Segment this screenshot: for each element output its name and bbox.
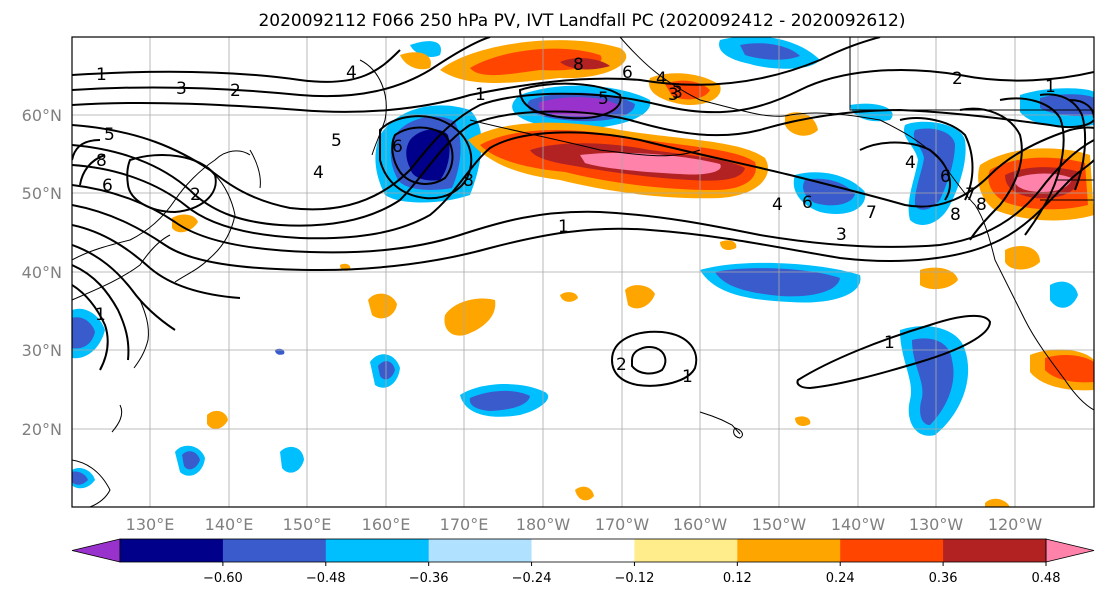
colorbar-tick-label: −0.36 — [409, 571, 449, 586]
contour-label: 2 — [616, 355, 627, 375]
contour-label: 3 — [672, 83, 683, 103]
colorbar-tick-label: 0.36 — [929, 571, 958, 586]
colorbar-tick-label: −0.48 — [306, 571, 346, 586]
colorbar-outline — [119, 538, 1047, 563]
lon-label: 160°W — [673, 515, 728, 534]
contour-label: 1 — [682, 367, 693, 387]
colorbar-swatch — [325, 539, 430, 562]
contour-label: 4 — [656, 69, 667, 89]
contour-label: 4 — [346, 63, 357, 83]
lon-labels: 130°E 140°E 150°E 160°E 170°E 180°W 170°… — [126, 515, 1043, 534]
contour-label: 6 — [940, 167, 951, 187]
contour-label: 1 — [558, 217, 569, 237]
colorbar-tick-label: 0.48 — [1032, 571, 1061, 586]
contour-label: 8 — [96, 151, 107, 171]
map-panel: 1 3 2 5 8 6 4 2 1 5 4 6 8 4 8 5 1 3 4 6 … — [72, 37, 1094, 507]
lon-label: 170°W — [595, 515, 650, 534]
colorbar-swatch — [634, 539, 738, 562]
colorbar-swatches — [71, 538, 1095, 563]
contour-label: 1 — [884, 333, 895, 353]
figure-title: 2020092112 F066 250 hPa PV, IVT Landfall… — [258, 11, 905, 31]
colorbar-tick-label: 0.12 — [723, 571, 752, 586]
contour-label: 1 — [1045, 77, 1056, 97]
lat-label-50n: 50°N — [22, 184, 62, 203]
contour-label: 4 — [905, 153, 916, 173]
lon-label: 120°W — [988, 515, 1043, 534]
contour-label: 3 — [176, 79, 187, 99]
graticule — [72, 37, 1094, 507]
contour-label: 7 — [866, 203, 877, 223]
colorbar-swatch — [531, 539, 635, 562]
lon-label: 140°E — [205, 515, 254, 534]
colorbar-tick-label: −0.24 — [512, 571, 552, 586]
contour-label: 6 — [802, 193, 813, 213]
contour-label: 8 — [976, 195, 987, 215]
lon-label: 180°W — [516, 515, 571, 534]
contour-label: 2 — [952, 69, 963, 89]
lon-label: 140°W — [831, 515, 886, 534]
contour-label: 6 — [622, 63, 633, 83]
lat-label-20n: 20°N — [22, 420, 62, 439]
contour-labels: 1 3 2 5 8 6 4 2 1 5 4 6 8 4 8 5 1 3 4 6 … — [95, 55, 1056, 387]
contour-label: 5 — [598, 89, 609, 109]
contour-label: 8 — [573, 55, 584, 75]
colorbar-tick-label: 0.24 — [826, 571, 855, 586]
contour-label: 8 — [950, 205, 961, 225]
lat-label-30n: 30°N — [22, 341, 62, 360]
colorbar-ticks: −0.60 −0.48 −0.36 −0.24 −0.12 0.12 0.24 0.36 0.4… — [203, 562, 1061, 586]
contour-label: 2 — [230, 81, 241, 101]
lon-label: 130°W — [909, 515, 964, 534]
lon-label: 150°E — [283, 515, 332, 534]
lat-labels: 60°N 50°N 40°N 30°N 20°N — [22, 106, 62, 439]
contour-label: 4 — [313, 163, 324, 183]
colorbar-swatch — [222, 539, 327, 562]
lat-label-60n: 60°N — [22, 106, 62, 125]
contour-label: 5 — [104, 125, 115, 145]
colorbar-swatch — [428, 539, 533, 562]
contour-label: 3 — [668, 85, 679, 105]
contour-label: 6 — [102, 176, 113, 196]
lon-label: 170°E — [440, 515, 489, 534]
contour-label: 1 — [96, 65, 107, 85]
colorbar-extend-max — [1045, 538, 1095, 563]
map-frame — [71, 36, 1095, 508]
colorbar-swatch — [120, 539, 224, 562]
pv-contours — [72, 37, 1094, 390]
lon-label: 130°E — [126, 515, 175, 534]
lat-label-40n: 40°N — [22, 263, 62, 282]
contour-label: 7 — [965, 185, 976, 205]
contour-label: 1 — [475, 85, 486, 105]
contour-label: 3 — [836, 225, 847, 245]
lon-label: 150°W — [752, 515, 807, 534]
contour-label: 5 — [331, 131, 342, 151]
lon-label: 160°E — [362, 515, 411, 534]
contour-label: 8 — [463, 171, 474, 191]
colorbar-tick-label: −0.60 — [203, 571, 243, 586]
colorbar-tick-label: −0.12 — [615, 571, 655, 586]
colorbar-swatch — [737, 539, 841, 562]
contour-label: 1 — [95, 305, 106, 325]
colorbar: −0.60 −0.48 −0.36 −0.24 −0.12 0.12 0.24 0.36 0.4… — [71, 538, 1095, 586]
colorbar-swatch — [943, 539, 1047, 562]
colorbar-extend-min — [71, 538, 121, 563]
contour-label: 6 — [392, 137, 403, 157]
colorbar-swatch — [840, 539, 944, 562]
contour-label: 4 — [772, 195, 783, 215]
contour-label: 2 — [190, 185, 201, 205]
